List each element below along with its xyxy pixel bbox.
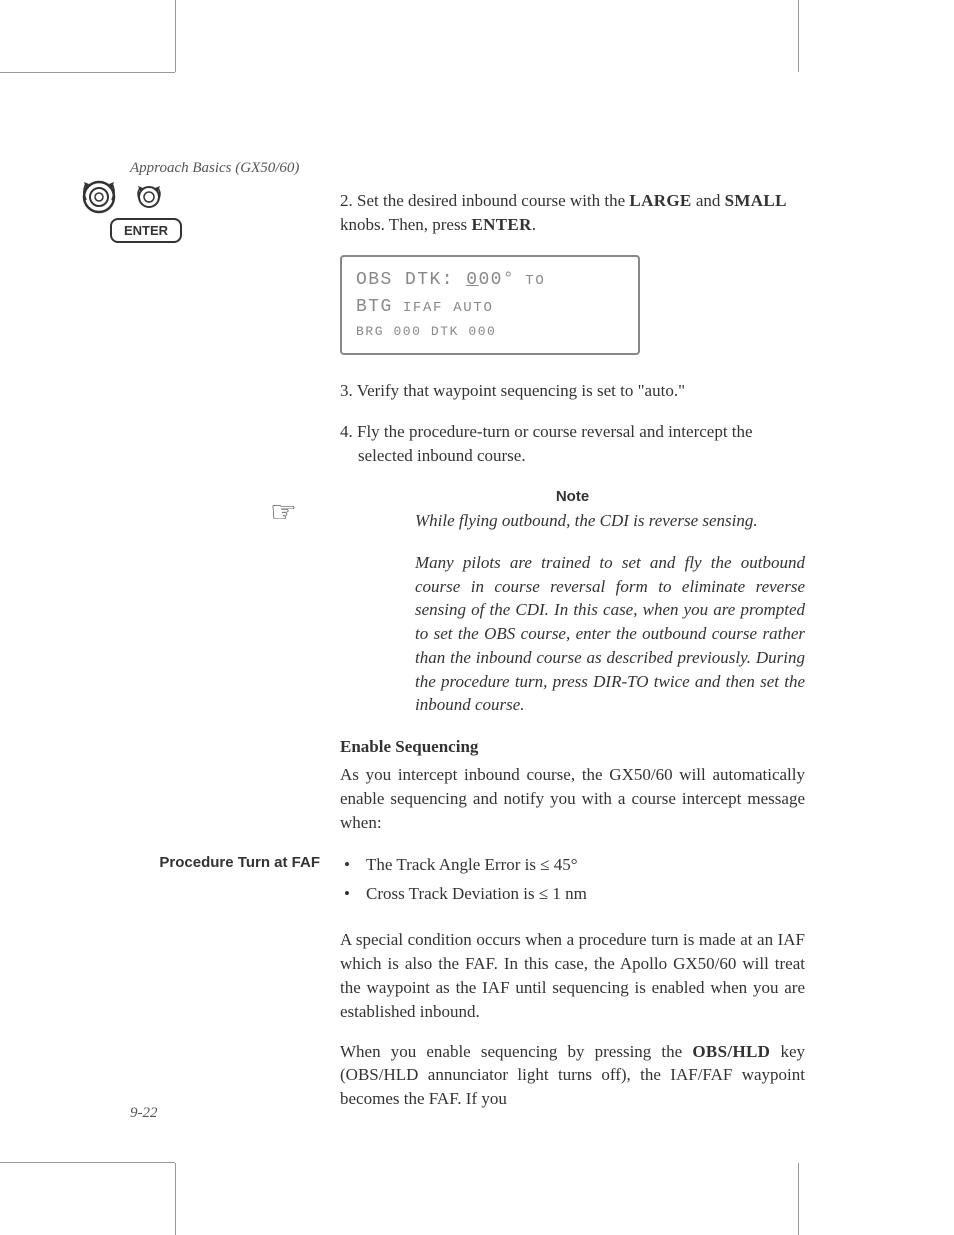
page-number: 9-22 (130, 1105, 158, 1122)
crop-mark (0, 72, 175, 73)
procedure-paragraph-2: When you enable sequencing by pressing t… (340, 1040, 805, 1111)
large-knob-label: LARGE (629, 191, 691, 210)
text: knobs. Then, press (340, 215, 471, 234)
text: BTG (356, 297, 393, 317)
list-item: The Track Angle Error is ≤ 45° (340, 851, 805, 880)
enable-sequencing-heading: Enable Sequencing (340, 737, 805, 757)
procedure-paragraph-1: A special condition occurs when a proced… (340, 928, 805, 1023)
enable-sequencing-body: As you intercept inbound course, the GX5… (340, 763, 805, 834)
note-heading: Note (340, 488, 805, 505)
lcd-display: OBS DTK: 000° TO BTG IFAF AUTO BRG 000 D… (340, 255, 640, 355)
enter-key-label: ENTER (471, 215, 531, 234)
note-paragraph-2: Many pilots are trained to set and fly t… (340, 551, 805, 718)
display-line-3: BRG 000 DTK 000 (356, 322, 624, 342)
step-4: 4. Fly the procedure-turn or course reve… (358, 420, 805, 468)
note-paragraph-1: While flying outbound, the CDI is revers… (340, 509, 805, 533)
pointing-hand-icon: ☞ (270, 495, 297, 530)
crop-mark (0, 1162, 175, 1163)
obs-hld-key-label: OBS/HLD (692, 1042, 770, 1061)
text: and (692, 191, 725, 210)
small-knob-label: SMALL (725, 191, 787, 210)
list-item: Cross Track Deviation is ≤ 1 nm (340, 880, 805, 909)
crop-mark (798, 0, 799, 72)
step-2: 2. Set the desired inbound course with t… (340, 189, 805, 237)
step-3: 3. Verify that waypoint sequencing is se… (340, 379, 805, 403)
enter-button-icon: ENTER (110, 218, 182, 243)
text: TO (515, 273, 545, 289)
bullet-list: The Track Angle Error is ≤ 45° Cross Tra… (340, 851, 805, 909)
text: IFAF AUTO (393, 300, 494, 316)
text: . (532, 215, 536, 234)
display-line-2: BTG IFAF AUTO (356, 294, 624, 322)
crop-mark (175, 0, 176, 72)
text: 2. Set the desired inbound course with t… (340, 191, 629, 210)
page-header: Approach Basics (GX50/60) (130, 160, 820, 177)
crop-mark (175, 1163, 176, 1235)
text: 0 (466, 270, 478, 290)
text: When you enable sequencing by pressing t… (340, 1042, 692, 1061)
crop-mark (798, 1163, 799, 1235)
text: OBS DTK: (356, 270, 466, 290)
display-line-1: OBS DTK: 000° TO (356, 267, 624, 295)
knob-icons (80, 178, 166, 216)
text: 00° (478, 270, 515, 290)
sidebar-section-label: Procedure Turn at FAF (130, 853, 320, 873)
